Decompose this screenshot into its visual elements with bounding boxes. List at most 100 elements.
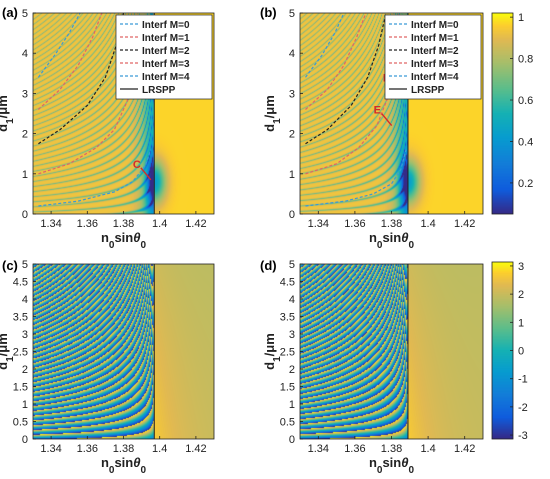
panel-b-legend: Interf M=0 Interf M=1 Interf M=2 Interf M=3… xyxy=(384,14,482,100)
panel-c-label: (c) xyxy=(2,258,18,273)
y-tick-label: 3.5 xyxy=(280,312,295,324)
panel-a-y-axis-label: d1/μm xyxy=(0,95,16,132)
y-tick-label: 4.5 xyxy=(13,277,28,289)
y-tick-label: 1 xyxy=(289,169,295,181)
annotation-label-e: E xyxy=(374,105,381,117)
ylabel-d: d xyxy=(0,124,10,132)
y-tick-label: 5 xyxy=(289,8,295,20)
x-tick-label: 1.42 xyxy=(185,443,206,455)
x-tick-label: 1.4 xyxy=(152,218,167,230)
y-tick-label: 2.5 xyxy=(280,347,295,359)
colorbar-tick-label: 0.4 xyxy=(518,136,533,148)
y-tick-label: 3.5 xyxy=(13,312,28,324)
y-tick-label: 2 xyxy=(22,129,28,141)
annotation-arrow xyxy=(140,167,152,181)
heatmap-c-image xyxy=(33,264,214,439)
legend-box xyxy=(115,14,213,100)
y-tick-label: 1.5 xyxy=(13,382,28,394)
y-tick-label: 0 xyxy=(289,209,295,221)
legend-entry-label: LRSPP xyxy=(411,85,445,96)
y-tick-label: 4 xyxy=(289,294,295,306)
legend-entry-label: Interf M=0 xyxy=(411,20,459,31)
x-tick-label: 1.4 xyxy=(420,443,435,455)
y-tick-label: 2.5 xyxy=(13,347,28,359)
y-tick-label: 5 xyxy=(22,259,28,271)
colorbar-reflectance-gradient xyxy=(492,13,513,214)
legend-entry-label: Interf M=4 xyxy=(411,72,459,83)
colorbar-phase-gradient xyxy=(492,262,513,439)
colorbar-tick-label: 1 xyxy=(518,317,524,329)
y-tick-label: 1 xyxy=(22,169,28,181)
legend-entry-label: Interf M=2 xyxy=(411,46,459,57)
panel-b-y-ticks: 0 1 2 3 4 5 xyxy=(289,8,303,221)
y-tick-label: 3 xyxy=(22,88,28,100)
x-tick-label: 1.42 xyxy=(454,218,475,230)
x-tick-label: 1.34 xyxy=(40,443,61,455)
legend-entry-label: Interf M=4 xyxy=(142,72,190,83)
interference-curve-m0 xyxy=(38,149,152,207)
x-tick-label: 1.38 xyxy=(113,443,134,455)
panel-b-y-axis-label: d1/μm xyxy=(262,95,283,132)
colorbar-tick-label: 1 xyxy=(518,12,524,24)
y-tick-label: 3 xyxy=(289,88,295,100)
legend-entry-label: Interf M=3 xyxy=(142,59,190,70)
colorbar-tick-label: 0.2 xyxy=(518,178,533,190)
x-tick-label: 1.38 xyxy=(381,443,402,455)
colorbar-tick-label: 0.8 xyxy=(518,54,533,66)
panel-c-y-axis-label: d1/μm xyxy=(0,333,16,370)
y-tick-label: 5 xyxy=(289,259,295,271)
y-tick-label: 1 xyxy=(22,399,28,411)
panel-d-x-axis-label: n0sinθ0 xyxy=(369,455,415,476)
panel-d-x-ticks: 1.34 1.36 1.38 1.4 1.42 xyxy=(308,436,475,455)
y-tick-label: 0 xyxy=(22,209,28,221)
panel-d-y-ticks: 0 0.5 1 1.5 2 2.5 3 3.5 4 4.5 5 xyxy=(280,259,303,446)
y-tick-label: 2 xyxy=(289,129,295,141)
x-tick-label: 1.34 xyxy=(308,218,329,230)
panel-a-label: (a) xyxy=(2,5,18,20)
x-tick-label: 1.42 xyxy=(454,443,475,455)
x-tick-label: 1.34 xyxy=(40,218,61,230)
panel-c: 1.34 1.36 1.38 1.4 1.42 0 0.5 1 1.5 2 2.5 3 3.5 4 4.5… xyxy=(0,258,215,476)
interference-curve-m4 xyxy=(305,12,345,78)
legend-entry-label: Interf M=1 xyxy=(411,33,459,44)
x-tick-label: 1.36 xyxy=(77,218,98,230)
y-tick-label: 4.5 xyxy=(280,277,295,289)
y-tick-label: 0.5 xyxy=(280,417,295,429)
x-tick-label: 1.34 xyxy=(308,443,329,455)
panel-c-x-axis-label: n0sinθ0 xyxy=(101,455,147,476)
panel-d-label: (d) xyxy=(260,258,277,273)
y-tick-label: 0 xyxy=(289,434,295,446)
legend-entry-label: Interf M=2 xyxy=(142,46,190,57)
interference-curve-m2 xyxy=(305,12,387,145)
legend-entry-label: Interf M=0 xyxy=(142,20,190,31)
x-tick-label: 1.38 xyxy=(381,218,402,230)
colorbar-tick-label: -3 xyxy=(518,430,528,442)
panel-d-y-axis-label: d1/μm xyxy=(262,333,283,370)
panel-a-legend: Interf M=0 Interf M=1 Interf M=2 Interf M=3… xyxy=(115,14,213,100)
colorbar-reflectance: 1 0.8 0.6 0.4 0.2 xyxy=(491,12,533,215)
panel-d: 1.34 1.36 1.38 1.4 1.42 0 0.5 1 1.5 2 2.5 3 3.5 4 4.5… xyxy=(260,258,484,476)
colorbar-tick-label: -2 xyxy=(518,402,528,414)
panel-c-x-ticks: 1.34 1.36 1.38 1.4 1.42 xyxy=(40,436,207,455)
colorbar-reflectance-frame xyxy=(491,12,514,215)
panel-b-x-ticks: 1.34 1.36 1.38 1.4 1.42 xyxy=(308,211,475,230)
y-tick-label: 0.5 xyxy=(13,417,28,429)
x-tick-label: 1.38 xyxy=(113,218,134,230)
colorbar-phase: 3 2 1 0 -1 -2 -3 xyxy=(491,261,528,442)
colorbar-tick-label: 0 xyxy=(518,346,524,358)
legend-entry-label: Interf M=1 xyxy=(142,33,190,44)
legend-entry-label: Interf M=3 xyxy=(411,59,459,70)
interference-curve-m0 xyxy=(305,149,407,207)
y-tick-label: 4 xyxy=(22,294,28,306)
y-tick-label: 1 xyxy=(289,399,295,411)
x-tick-label: 1.36 xyxy=(344,443,365,455)
y-tick-label: 2 xyxy=(289,364,295,376)
x-tick-label: 1.36 xyxy=(77,443,98,455)
legend-entry-label: LRSPP xyxy=(142,85,176,96)
panel-b-label: (b) xyxy=(260,5,277,20)
y-tick-label: 5 xyxy=(22,8,28,20)
y-tick-label: 0 xyxy=(22,434,28,446)
